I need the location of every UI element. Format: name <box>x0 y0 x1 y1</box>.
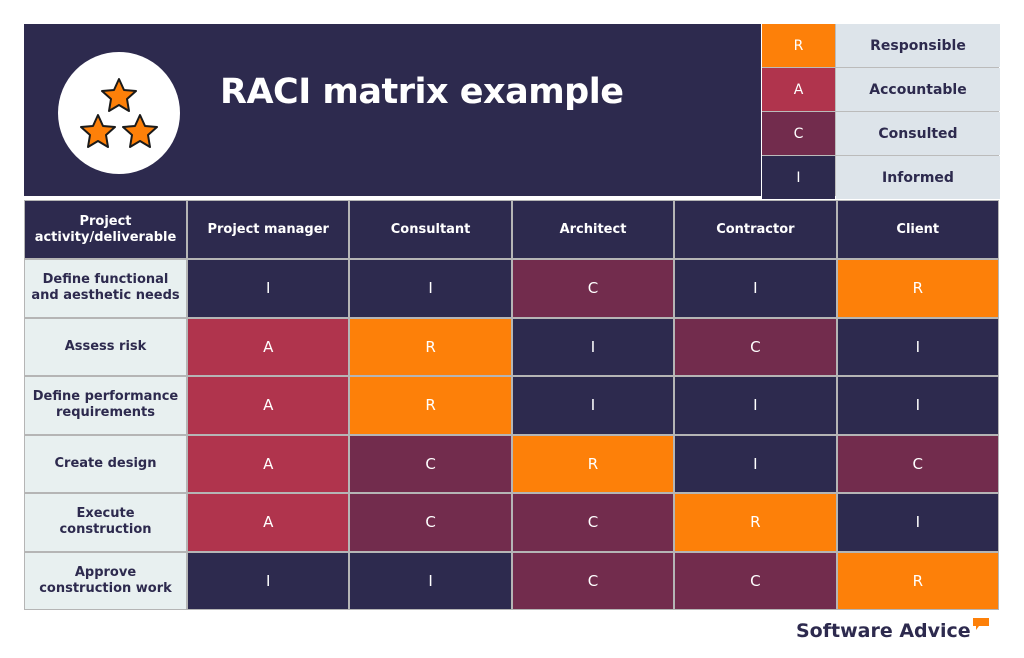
brand-logo: Software Advice <box>796 618 989 642</box>
row-header: Define performance requirements <box>25 377 186 434</box>
matrix-cell: I <box>675 435 836 492</box>
matrix-cell: A <box>188 494 349 551</box>
row-header: Approve construction work <box>25 552 186 609</box>
legend-label-consulted: Consulted <box>836 112 1000 155</box>
matrix-cell: C <box>512 552 674 609</box>
matrix-cell: I <box>512 377 674 434</box>
column-header: Consultant <box>350 201 511 258</box>
matrix-cell: I <box>512 318 674 375</box>
row-header: Execute construction <box>25 494 186 551</box>
header-banner: RACI matrix example <box>24 24 761 196</box>
matrix-cell: A <box>188 435 349 492</box>
matrix-cell: I <box>350 552 511 609</box>
legend: R Responsible A Accountable C Consulted I Infor… <box>762 24 1000 199</box>
row-header: Assess risk <box>25 318 186 375</box>
matrix-cell: C <box>675 552 836 609</box>
matrix-cell: I <box>188 260 349 317</box>
matrix-cell: C <box>350 494 511 551</box>
column-header: Project manager <box>188 201 349 258</box>
speech-bubble-icon <box>972 618 989 630</box>
column-header: Contractor <box>675 201 836 258</box>
legend-code-a: A <box>762 68 835 111</box>
logo-circle <box>58 52 180 174</box>
matrix-cell: C <box>837 435 998 492</box>
matrix-cell: C <box>512 494 674 551</box>
matrix-cell: I <box>837 318 998 375</box>
matrix-cell: I <box>837 377 998 434</box>
matrix-cell: R <box>512 435 674 492</box>
matrix-cell: I <box>188 552 349 609</box>
brand-name: Software Advice <box>796 620 971 642</box>
matrix-cell: I <box>675 260 836 317</box>
legend-label-informed: Informed <box>836 156 1000 199</box>
column-header: Architect <box>512 201 674 258</box>
matrix-cell: R <box>675 494 836 551</box>
page-title: RACI matrix example <box>220 72 624 112</box>
three-stars-icon <box>80 78 158 148</box>
row-header: Create design <box>25 435 186 492</box>
legend-code-i: I <box>762 156 835 199</box>
legend-code-r: R <box>762 24 835 67</box>
matrix-cell: C <box>512 260 674 317</box>
row-header: Define functional and aesthetic needs <box>25 260 186 317</box>
matrix-cell: I <box>350 260 511 317</box>
matrix-cell: A <box>188 318 349 375</box>
legend-label-accountable: Accountable <box>836 68 1000 111</box>
matrix-cell: R <box>350 377 511 434</box>
column-header: Client <box>837 201 998 258</box>
matrix-cell: C <box>675 318 836 375</box>
matrix-cell: I <box>675 377 836 434</box>
matrix-cell: C <box>350 435 511 492</box>
raci-matrix: Project activity/deliverable Project mana… <box>24 200 999 610</box>
matrix-cell: I <box>837 494 998 551</box>
corner-header: Project activity/deliverable <box>25 201 186 258</box>
legend-label-responsible: Responsible <box>836 24 1000 67</box>
matrix-cell: R <box>837 552 998 609</box>
matrix-cell: R <box>837 260 998 317</box>
legend-code-c: C <box>762 112 835 155</box>
matrix-cell: A <box>188 377 349 434</box>
matrix-cell: R <box>350 318 511 375</box>
